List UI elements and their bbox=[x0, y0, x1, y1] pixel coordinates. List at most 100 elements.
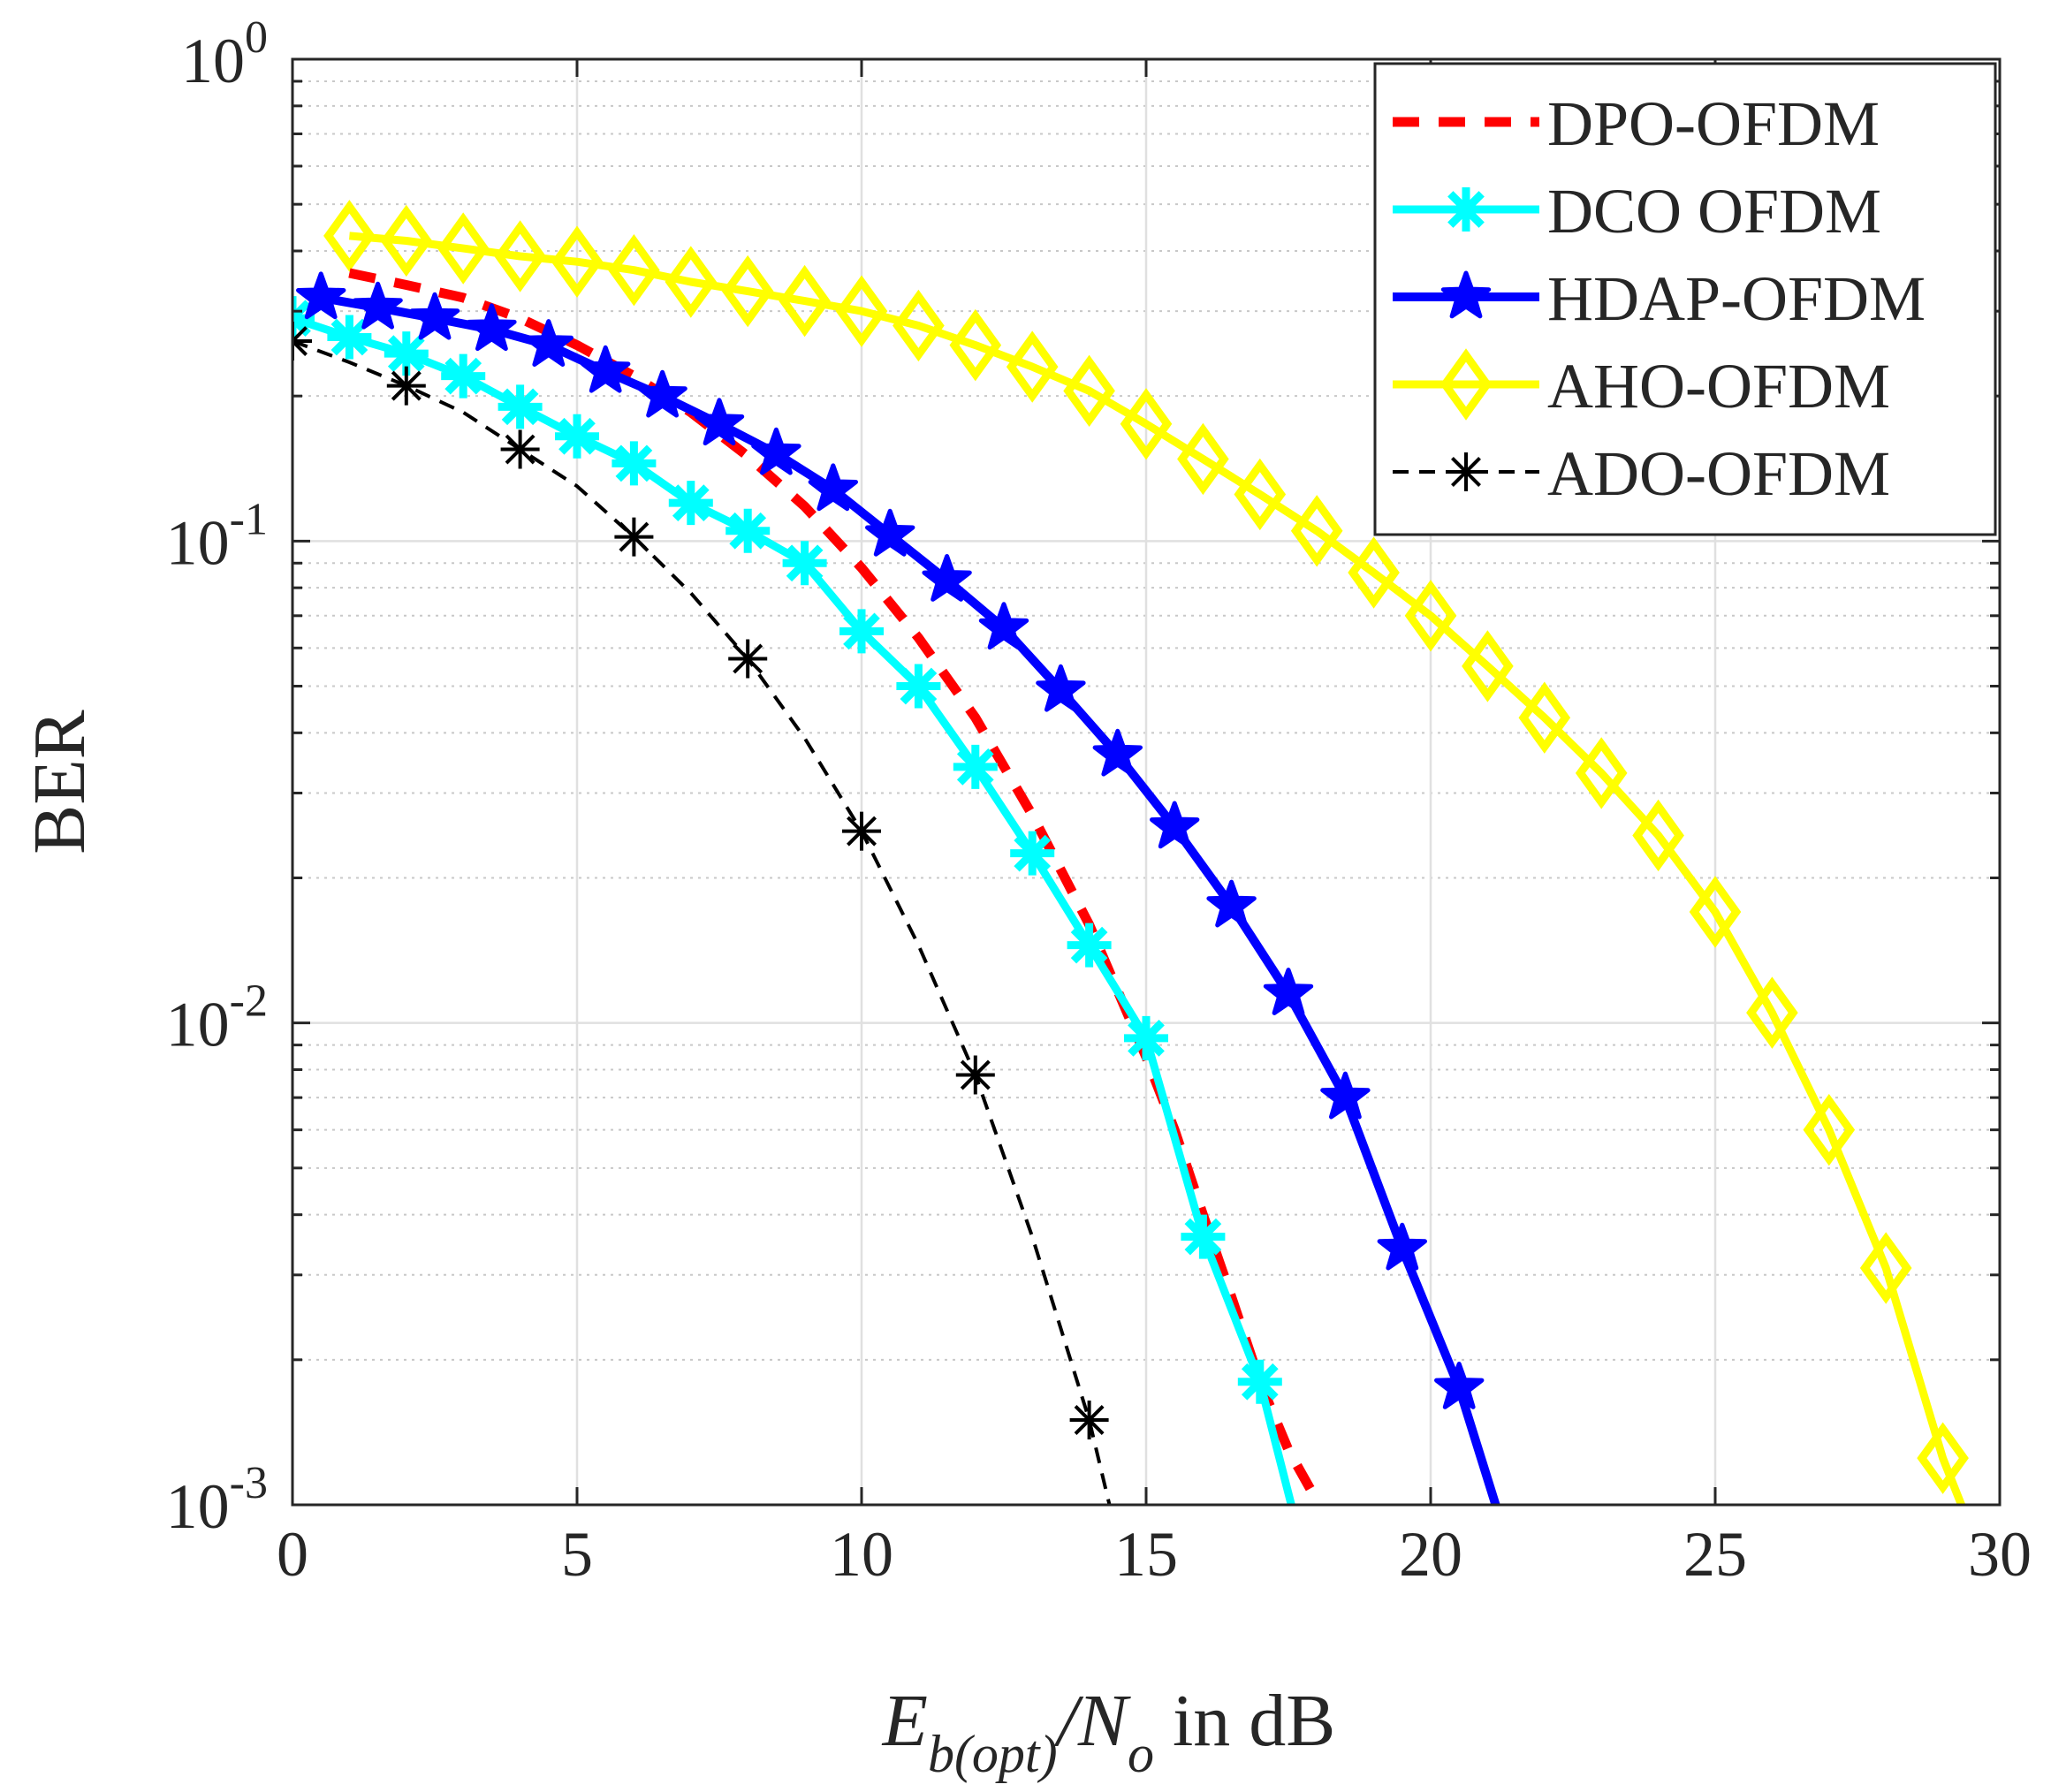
legend-item-dpo-ofdm: DPO-OFDM bbox=[1393, 88, 1880, 159]
data-point-dco-ofdm bbox=[555, 414, 599, 459]
y-tick-label: 100 bbox=[181, 12, 268, 96]
data-point-hdap-ofdm bbox=[1092, 728, 1143, 777]
data-point-hdap-ofdm bbox=[409, 292, 460, 340]
legend-marker bbox=[1447, 452, 1485, 491]
data-point-aho-ofdm bbox=[1120, 388, 1173, 460]
data-point-ado-ofdm bbox=[386, 366, 426, 406]
data-point-aho-ofdm bbox=[1177, 422, 1229, 496]
data-point-dco-ofdm bbox=[327, 315, 372, 360]
data-point-dco-ofdm bbox=[896, 664, 941, 709]
data-point-dco-ofdm bbox=[1067, 923, 1112, 968]
data-point-aho-ofdm bbox=[608, 233, 660, 307]
data-point-hdap-ofdm bbox=[808, 463, 858, 512]
legend-label: HDAP-OFDM bbox=[1547, 263, 1926, 334]
legend-item-ado-ofdm: ADO-OFDM bbox=[1393, 438, 1890, 509]
data-point-hdap-ofdm bbox=[637, 369, 687, 418]
series-dco-ofdm bbox=[292, 296, 1295, 1505]
x-label-sep: /N bbox=[1054, 1680, 1131, 1762]
x-tick-label: 10 bbox=[830, 1519, 893, 1590]
data-point-aho-ofdm bbox=[949, 308, 1002, 382]
axes bbox=[291, 57, 2002, 1507]
legend: DPO-OFDM DCO OFDM HDAP-OFDM AHO-OFDM ADO-OFD… bbox=[1373, 62, 1997, 536]
data-point-aho-ofdm bbox=[1518, 681, 1571, 754]
legend-item-aho-ofdm: AHO-OFDM bbox=[1393, 348, 1890, 421]
data-point-dco-ofdm bbox=[1010, 831, 1055, 876]
x-tick-label: 30 bbox=[1968, 1519, 2032, 1590]
data-point-ado-ofdm bbox=[728, 639, 768, 679]
data-point-hdap-ofdm bbox=[1434, 1362, 1485, 1409]
data-point-ado-ofdm bbox=[842, 811, 881, 851]
data-point-aho-ofdm bbox=[437, 212, 490, 285]
series-aho-ofdm bbox=[323, 200, 1969, 1505]
data-point-dco-ofdm bbox=[441, 353, 486, 399]
data-point-hdap-ofdm bbox=[865, 508, 915, 557]
series-line-ado-ofdm bbox=[292, 339, 1112, 1505]
data-point-aho-ofdm bbox=[1803, 1093, 1856, 1166]
legend-label: DCO OFDM bbox=[1547, 176, 1881, 247]
data-point-ado-ofdm bbox=[500, 429, 540, 469]
data-point-ado-ofdm bbox=[292, 322, 312, 361]
series-ado-ofdm bbox=[292, 322, 1112, 1505]
data-point-dco-ofdm bbox=[839, 609, 884, 654]
data-point-aho-ofdm bbox=[665, 246, 718, 318]
y-tick-label: 10-1 bbox=[166, 494, 268, 578]
data-point-hdap-ofdm bbox=[1150, 801, 1200, 849]
tick-labels: 0 5 10 15 20 25 30 100 10-1 10-2 10-3 bbox=[166, 12, 2032, 1590]
data-point-hdap-ofdm bbox=[581, 345, 631, 393]
data-point-ado-ofdm bbox=[955, 1055, 995, 1095]
data-point-aho-ofdm bbox=[1917, 1422, 1969, 1494]
legend-item-hdap-ofdm: HDAP-OFDM bbox=[1393, 263, 1926, 334]
x-label-tail: in dB bbox=[1154, 1680, 1335, 1762]
data-point-aho-ofdm bbox=[1632, 799, 1684, 872]
x-tick-label: 20 bbox=[1399, 1519, 1462, 1590]
data-point-hdap-ofdm bbox=[1036, 664, 1086, 712]
data-point-hdap-ofdm bbox=[1263, 968, 1314, 1015]
data-point-aho-ofdm bbox=[835, 275, 888, 347]
data-point-aho-ofdm bbox=[1404, 580, 1457, 652]
legend-marker bbox=[1439, 348, 1493, 421]
data-point-aho-ofdm bbox=[721, 254, 774, 328]
data-point-hdap-ofdm bbox=[1377, 1222, 1427, 1271]
x-label-main: E bbox=[882, 1680, 928, 1762]
data-point-aho-ofdm bbox=[380, 204, 433, 277]
y-axis-label: BER bbox=[19, 710, 101, 854]
data-point-dco-ofdm bbox=[1124, 1015, 1168, 1060]
data-point-hdap-ofdm bbox=[978, 602, 1029, 650]
data-point-aho-ofdm bbox=[893, 289, 945, 362]
data-point-ado-ofdm bbox=[1069, 1400, 1109, 1439]
y-tick-label: 10-3 bbox=[166, 1458, 268, 1542]
data-point-aho-ofdm bbox=[494, 220, 546, 292]
data-point-hdap-ofdm bbox=[523, 319, 574, 367]
data-point-aho-ofdm bbox=[1234, 458, 1287, 531]
legend-item-dco-ofdm: DCO OFDM bbox=[1393, 176, 1881, 247]
data-point-hdap-ofdm bbox=[922, 554, 972, 602]
data-point-hdap-ofdm bbox=[353, 281, 403, 330]
x-tick-label: 0 bbox=[277, 1519, 308, 1590]
data-point-hdap-ofdm bbox=[296, 271, 346, 320]
data-point-hdap-ofdm bbox=[694, 398, 745, 446]
data-point-hdap-ofdm bbox=[1320, 1071, 1371, 1120]
data-point-hdap-ofdm bbox=[751, 427, 801, 475]
data-point-dco-ofdm bbox=[1181, 1214, 1226, 1259]
data-point-dco-ofdm bbox=[782, 541, 827, 586]
series-line-hdap-ofdm bbox=[320, 292, 1500, 1505]
data-point-aho-ofdm bbox=[1063, 354, 1115, 428]
legend-marker bbox=[1444, 187, 1488, 232]
data-point-aho-ofdm bbox=[1462, 630, 1514, 702]
data-point-dco-ofdm bbox=[1237, 1359, 1282, 1404]
legend-label: ADO-OFDM bbox=[1547, 438, 1890, 509]
data-point-ado-ofdm bbox=[614, 517, 654, 557]
data-point-aho-ofdm bbox=[1859, 1232, 1912, 1304]
data-point-dco-ofdm bbox=[668, 481, 713, 526]
x-tick-label: 5 bbox=[561, 1519, 593, 1590]
data-point-hdap-ofdm bbox=[467, 303, 517, 352]
x-label-sub: b(opt) bbox=[928, 1725, 1058, 1783]
data-point-aho-ofdm bbox=[1746, 976, 1798, 1049]
x-axis-label: Eb(opt)/No in dB bbox=[882, 1680, 1336, 1783]
data-point-aho-ofdm bbox=[323, 200, 376, 272]
data-point-aho-ofdm bbox=[1290, 495, 1343, 567]
data-point-dco-ofdm bbox=[725, 508, 771, 553]
data-point-aho-ofdm bbox=[1689, 876, 1742, 948]
data-point-dco-ofdm bbox=[498, 384, 543, 429]
